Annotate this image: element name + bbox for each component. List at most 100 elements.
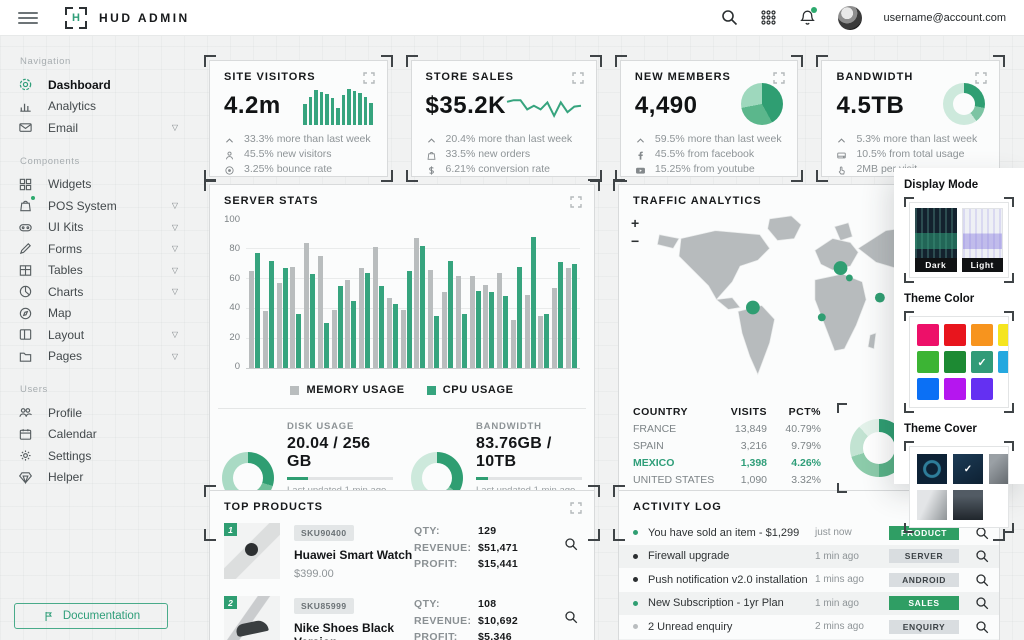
activity-text: Firewall upgrade [648, 550, 730, 563]
expand-icon[interactable] [570, 501, 582, 514]
top-products-panel: TOP PRODUCTS 1 SKU90400 Huawei Smart Wat… [204, 485, 600, 640]
sidebar-item[interactable]: Dashboard ▽ [18, 74, 196, 96]
documentation-button[interactable]: Documentation [14, 603, 168, 629]
sidebar-item[interactable]: POS System ▽ [18, 195, 196, 217]
activity-time: 1 min ago [815, 550, 859, 562]
cover-thumbnail-night-blue[interactable]: ✓ [953, 454, 983, 484]
stat-detail-icon [426, 163, 437, 175]
sidebar-item[interactable]: Analytics ▽ [18, 96, 196, 118]
sidebar-item[interactable]: Tables ▽ [18, 260, 196, 282]
country-table-row: UNITED STATES 1,090 3.32% [633, 473, 822, 486]
stat-detail-row: 45.5% new visitors [224, 146, 373, 161]
color-swatch[interactable] [944, 351, 966, 373]
sidebar-item-label: UI Kits [48, 220, 84, 235]
expand-icon[interactable] [362, 71, 375, 84]
card-title: SITE VISITORS [224, 71, 316, 83]
panel-title: TOP PRODUCTS [224, 501, 323, 513]
expand-icon[interactable] [975, 71, 987, 84]
notification-dot [810, 7, 817, 13]
expand-icon[interactable] [773, 71, 786, 84]
sidebar-item[interactable]: UI Kits ▽ [18, 217, 196, 239]
sidebar-item[interactable]: Pages ▽ [18, 346, 196, 368]
magnifier-icon[interactable] [564, 610, 578, 624]
theme-color-grid: ✓ [910, 317, 1008, 407]
sidebar-item[interactable]: Layout ▽ [18, 324, 196, 346]
brand-title: HUD ADMIN [99, 10, 190, 25]
cover-thumbnail-abstract-ring[interactable] [917, 454, 947, 484]
sidebar-item[interactable]: Calendar ▽ [18, 424, 196, 446]
sidebar-item-label: Widgets [48, 177, 92, 192]
map-marker[interactable] [874, 292, 885, 303]
activity-row: Push notification v2.0 installation 1 mi… [619, 568, 999, 592]
theme-cover-title: Theme Cover [904, 423, 977, 435]
theme-color-title: Theme Color [904, 293, 975, 305]
sidebar-item[interactable]: Map ▽ [18, 303, 196, 325]
sidebar-item-icon [18, 405, 33, 420]
status-dot [633, 553, 638, 559]
color-swatch[interactable] [917, 324, 939, 346]
sidebar-item[interactable]: Forms ▽ [18, 238, 196, 260]
sidebar-item[interactable]: Profile ▽ [18, 402, 196, 424]
color-swatch-selected[interactable]: ✓ [971, 351, 993, 373]
magnifier-icon[interactable] [975, 573, 989, 587]
map-marker[interactable] [817, 313, 826, 322]
display-mode-dark-option[interactable]: Dark [915, 208, 957, 272]
map-zoom-out-button[interactable]: − [631, 233, 640, 249]
sidebar-item[interactable]: Email ▽ [18, 117, 196, 139]
color-swatch[interactable] [971, 378, 993, 400]
sidebar-item-icon [18, 99, 33, 114]
sidebar-item[interactable]: Settings ▽ [18, 445, 196, 467]
sidebar-section-label: Components [20, 155, 80, 167]
sidebar-item[interactable]: Helper ▽ [18, 467, 196, 489]
sidebar-item[interactable]: Widgets ▽ [18, 174, 196, 196]
stat-detail-icon [635, 133, 646, 144]
hamburger-menu-icon[interactable] [18, 11, 38, 24]
notifications-bell-icon[interactable] [799, 7, 817, 26]
map-marker[interactable] [745, 300, 760, 315]
apps-grid-icon[interactable] [760, 9, 777, 26]
bar-group [552, 219, 564, 368]
stat-detail-icon [224, 163, 235, 175]
stat-details: 59.5% more than last week 45.5% from fac… [621, 125, 798, 176]
stat-detail-icon [836, 133, 847, 144]
map-zoom-in-button[interactable]: + [631, 215, 640, 231]
magnifier-icon[interactable] [975, 596, 989, 610]
color-swatch[interactable] [998, 351, 1008, 373]
sidebar-item-icon [18, 448, 33, 463]
expand-icon[interactable] [572, 71, 584, 84]
bar-group [304, 219, 316, 368]
sidebar-group-components: Widgets ▽ POS System ▽ UI Kits ▽ Forms ▽ [18, 174, 196, 368]
cover-thumbnail-train-station[interactable] [917, 490, 947, 520]
display-mode-light-option[interactable]: Light [961, 208, 1003, 272]
color-swatch[interactable] [917, 351, 939, 373]
usage-progress [476, 477, 582, 480]
bar-group [359, 219, 371, 368]
color-swatch[interactable] [971, 324, 993, 346]
activity-text: You have sold an item - $1,299 [648, 526, 800, 539]
chevron-down-icon: ▽ [171, 244, 178, 254]
stat-details: 20.4% more than last week 33.5% new orde… [412, 125, 596, 176]
category-badge: PRODUCT [889, 525, 959, 540]
color-swatch[interactable] [944, 378, 966, 400]
map-marker[interactable] [833, 261, 848, 275]
mini-bar-chart [303, 87, 373, 125]
product-image: 1 [224, 523, 280, 579]
color-swatch[interactable] [944, 324, 966, 346]
expand-icon[interactable] [570, 195, 582, 208]
search-icon[interactable] [721, 9, 738, 26]
sidebar-item[interactable]: Charts ▽ [18, 281, 196, 303]
map-marker[interactable] [845, 274, 853, 282]
user-avatar[interactable] [837, 5, 862, 30]
magnifier-icon[interactable] [975, 549, 989, 563]
magnifier-icon[interactable] [564, 537, 578, 551]
stat-detail-row: 5.3% more than last week [836, 131, 985, 146]
magnifier-icon[interactable] [975, 620, 989, 634]
color-swatch[interactable] [917, 378, 939, 400]
cover-thumbnail-dark-peaks[interactable] [953, 490, 983, 520]
cover-thumbnail-mountain-rock[interactable] [989, 454, 1008, 484]
main-content: SITE VISITORS 4.2m 33.3% more than last … [204, 36, 1005, 640]
stat-details: 33.3% more than last week 45.5% new visi… [210, 125, 387, 176]
app-logo[interactable]: H [65, 6, 87, 29]
sidebar-section-label: Navigation [20, 56, 71, 67]
color-swatch[interactable] [998, 324, 1008, 346]
